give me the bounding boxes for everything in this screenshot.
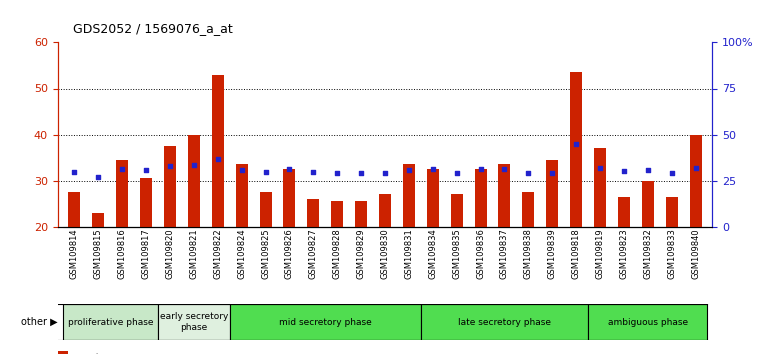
Bar: [522, 192, 534, 227]
Bar: [259, 192, 272, 227]
Point: [307, 170, 320, 175]
Bar: [379, 194, 391, 227]
Bar: [62, 304, 158, 340]
Text: early secretory
phase: early secretory phase: [159, 313, 228, 332]
Bar: [546, 160, 558, 227]
Bar: [498, 164, 511, 227]
Point: [474, 167, 487, 172]
Bar: [641, 181, 654, 227]
Bar: [212, 75, 224, 227]
Text: other ▶: other ▶: [21, 317, 58, 327]
Bar: [355, 201, 367, 227]
Point: [403, 167, 415, 173]
Point: [331, 170, 343, 176]
Bar: [158, 304, 229, 340]
Point: [689, 165, 701, 171]
Point: [164, 163, 176, 169]
Point: [641, 167, 654, 173]
Bar: [164, 146, 176, 227]
Point: [594, 165, 606, 171]
Bar: [229, 304, 421, 340]
Point: [236, 167, 248, 173]
Text: mid secretory phase: mid secretory phase: [279, 318, 372, 327]
Bar: [283, 169, 296, 227]
Bar: [450, 194, 463, 227]
Bar: [236, 164, 248, 227]
Text: GDS2052 / 1569076_a_at: GDS2052 / 1569076_a_at: [73, 22, 233, 35]
Point: [498, 166, 511, 171]
Point: [570, 141, 582, 147]
Point: [546, 170, 558, 176]
Point: [379, 170, 391, 176]
Bar: [307, 199, 320, 227]
Text: late secretory phase: late secretory phase: [458, 318, 551, 327]
Bar: [594, 148, 606, 227]
Bar: [618, 197, 630, 227]
Bar: [140, 178, 152, 227]
Point: [427, 167, 439, 172]
Point: [283, 167, 296, 172]
Point: [665, 170, 678, 176]
Bar: [666, 197, 678, 227]
Point: [116, 166, 129, 171]
Point: [450, 170, 463, 176]
Bar: [421, 304, 588, 340]
Bar: [570, 73, 582, 227]
Bar: [588, 304, 708, 340]
Point: [355, 170, 367, 176]
Text: proliferative phase: proliferative phase: [68, 318, 153, 327]
Point: [259, 170, 272, 175]
Point: [618, 169, 630, 174]
Bar: [403, 164, 415, 227]
Text: ambiguous phase: ambiguous phase: [608, 318, 688, 327]
Bar: [69, 192, 80, 227]
Text: count: count: [72, 353, 100, 354]
Bar: [474, 169, 487, 227]
Point: [188, 162, 200, 168]
Point: [69, 170, 81, 175]
Point: [522, 170, 534, 176]
Bar: [188, 135, 200, 227]
Bar: [331, 201, 343, 227]
Point: [92, 174, 105, 180]
Bar: [690, 135, 701, 227]
Bar: [116, 160, 129, 227]
Bar: [427, 169, 439, 227]
Point: [140, 167, 152, 173]
Bar: [58, 351, 68, 354]
Bar: [92, 213, 104, 227]
Point: [212, 156, 224, 162]
